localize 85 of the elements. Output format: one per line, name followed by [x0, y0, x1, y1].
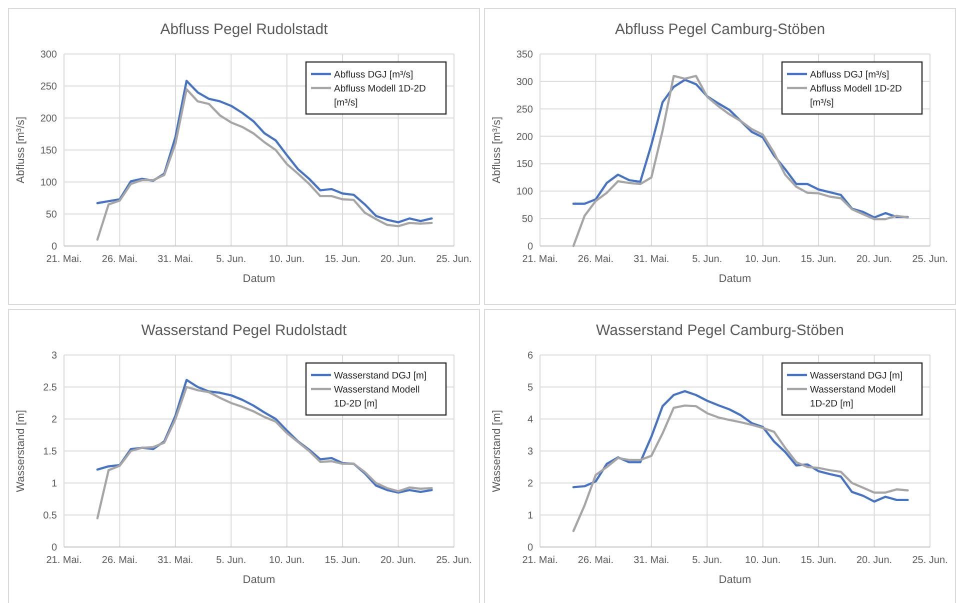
line-series [96, 386, 433, 520]
y-tick-label: 350 [516, 50, 534, 60]
legend-label: Wasserstand Modell 1D-2D [m] [810, 384, 896, 410]
y-tick-label: 0 [51, 242, 58, 252]
x-tick-label: 26. Mai. [102, 555, 138, 566]
y-tick-label: 2 [527, 478, 534, 490]
x-tick-label: 10. Jun. [269, 555, 305, 566]
y-tick-label: 2 [51, 414, 58, 426]
y-tick-label: 2.5 [43, 382, 58, 394]
x-tick-label: 20. Jun. [856, 254, 892, 265]
y-tick-label: 0 [527, 542, 534, 554]
y-tick-label: 100 [516, 186, 534, 198]
x-tick-label: 26. Mai. [578, 254, 614, 265]
x-tick-label: 21. Mai. [522, 254, 558, 265]
chart-title: Abfluss Pegel Rudolstadt [160, 21, 329, 38]
x-tick-label: 20. Jun. [380, 555, 416, 566]
legend-label: Abfluss DGJ [m³/s] [810, 69, 890, 80]
y-tick-label: 200 [516, 132, 534, 143]
x-tick-label: 21. Mai. [46, 555, 82, 566]
y-tick-label: 0 [527, 242, 534, 252]
legend-label: Abfluss DGJ [m³/s] [334, 69, 414, 80]
y-tick-label: 50 [46, 210, 58, 220]
chart-title: Abfluss Pegel Camburg-Stöben [614, 21, 826, 38]
legend-label: Wasserstand Modell 1D-2D [m] [334, 384, 420, 410]
y-tick-label: 150 [40, 146, 58, 156]
x-tick-label: 10. Jun. [745, 254, 781, 265]
y-tick-label: 100 [40, 178, 58, 188]
y-tick-label: 3 [51, 350, 58, 362]
y-axis-title: Abfluss [m³/s] [491, 116, 503, 184]
x-tick-label: 5. Jun. [692, 555, 722, 566]
y-tick-label: 250 [40, 82, 58, 92]
x-tick-label: 26. Mai. [102, 254, 138, 265]
x-tick-label: 15. Jun. [800, 254, 836, 265]
y-tick-label: 1 [527, 510, 534, 522]
legend-label: Wasserstand DGJ [m] [810, 370, 903, 382]
x-tick-label: 21. Mai. [522, 555, 558, 566]
x-tick-label: 31. Mai. [158, 254, 194, 265]
x-tick-label: 31. Mai. [158, 555, 194, 566]
x-tick-label: 15. Jun. [800, 555, 836, 566]
y-axis-title: Wasserstand [m] [491, 410, 503, 492]
y-axis-title: Wasserstand [m] [15, 410, 27, 492]
x-tick-label: 15. Jun. [324, 254, 360, 265]
legend-label: Abfluss Modell 1D-2D [m³/s] [810, 83, 902, 108]
x-tick-label: 26. Mai. [578, 555, 614, 566]
line-series [96, 378, 433, 494]
x-tick-label: 10. Jun. [745, 555, 781, 566]
x-axis-title: Datum [242, 574, 276, 586]
y-tick-label: 0.5 [43, 510, 58, 522]
x-tick-label: 25. Jun. [912, 555, 948, 566]
y-tick-label: 1 [51, 478, 58, 490]
x-tick-label: 25. Jun. [912, 254, 948, 265]
y-tick-label: 200 [40, 114, 58, 124]
legend-label: Wasserstand DGJ [m] [334, 370, 427, 382]
y-tick-label: 6 [527, 350, 534, 362]
y-tick-label: 0 [51, 542, 58, 554]
x-tick-label: 20. Jun. [856, 555, 892, 566]
chart-title: Wasserstand Pegel Rudolstadt [141, 322, 348, 339]
y-tick-label: 4 [527, 414, 534, 426]
y-tick-label: 50 [522, 214, 534, 226]
x-tick-label: 10. Jun. [269, 254, 305, 265]
y-axis-title: Abfluss [m³/s] [15, 116, 27, 184]
x-tick-label: 5. Jun. [692, 254, 722, 265]
line-series [572, 78, 909, 219]
y-tick-label: 300 [40, 50, 58, 60]
x-tick-label: 15. Jun. [324, 555, 360, 566]
x-tick-label: 25. Jun. [436, 555, 472, 566]
x-tick-label: 31. Mai. [634, 254, 670, 265]
x-tick-label: 31. Mai. [634, 555, 670, 566]
x-axis-title: Datum [718, 574, 752, 586]
y-tick-label: 150 [516, 159, 534, 170]
x-tick-label: 21. Mai. [46, 254, 82, 265]
x-axis-title: Datum [242, 273, 276, 285]
y-tick-label: 5 [527, 382, 534, 394]
y-tick-label: 1.5 [43, 446, 58, 458]
legend-label: Abfluss Modell 1D-2D [m³/s] [334, 83, 426, 108]
y-tick-label: 300 [516, 76, 534, 88]
chart-title: Wasserstand Pegel Camburg-Stöben [596, 322, 844, 339]
x-tick-label: 25. Jun. [436, 254, 472, 265]
x-tick-label: 5. Jun. [216, 254, 246, 265]
y-tick-label: 3 [527, 446, 534, 458]
line-series [96, 80, 433, 224]
y-tick-label: 250 [516, 104, 534, 116]
x-axis-title: Datum [718, 273, 752, 285]
x-tick-label: 5. Jun. [216, 555, 246, 566]
x-tick-label: 20. Jun. [380, 254, 416, 265]
